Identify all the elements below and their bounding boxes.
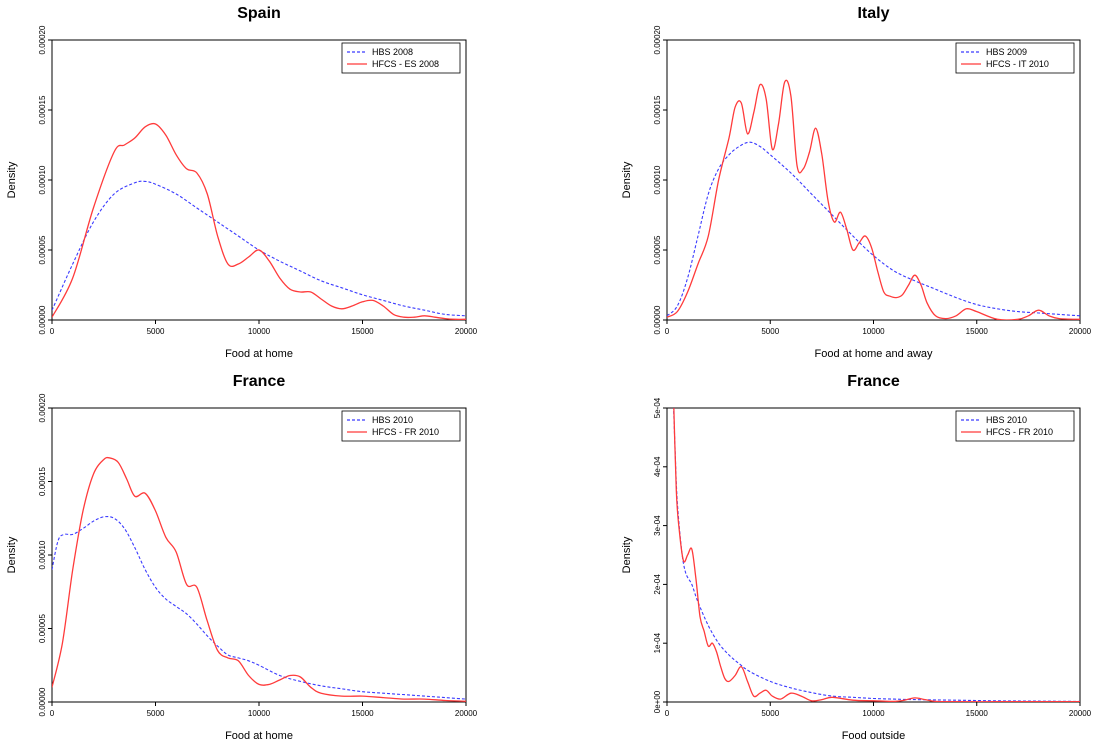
x-tick-label: 0 bbox=[50, 327, 55, 336]
plot-frame bbox=[666, 407, 1081, 703]
series-line-2 bbox=[52, 122, 466, 320]
series-line-2 bbox=[673, 408, 1080, 702]
chart-title: France bbox=[847, 373, 900, 390]
y-tick-label: 0.00015 bbox=[38, 466, 47, 495]
x-axis-label: Food at home and away bbox=[814, 348, 933, 360]
chart-title: France bbox=[233, 373, 286, 390]
x-tick-label: 10000 bbox=[248, 327, 271, 336]
chart-panel-1: Spain 0 5000 10000 15000 20000 0.00000 0.00005 0… bbox=[6, 5, 478, 360]
y-tick-label: 0.00000 bbox=[653, 305, 662, 334]
chart-panel-2: Italy 0 5000 10000 15000 20000 0.00000 0.00005 0… bbox=[621, 5, 1092, 360]
legend: HBS 2010 HFCS - FR 2010 bbox=[955, 410, 1075, 442]
x-tick-label: 20000 bbox=[455, 327, 478, 336]
x-tick-label: 15000 bbox=[966, 709, 989, 718]
y-tick-label: 0.00005 bbox=[38, 613, 47, 642]
chart-panel-3: France 0 5000 10000 15000 20000 0.00000 0.00005… bbox=[6, 373, 478, 742]
x-tick-label: 5000 bbox=[147, 709, 165, 718]
y-axis-label: Density bbox=[6, 536, 18, 573]
x-tick-label: 15000 bbox=[351, 709, 374, 718]
y-tick-label: 0.00015 bbox=[38, 95, 47, 124]
x-tick-label: 20000 bbox=[1069, 327, 1092, 336]
y-tick-label: 0.00020 bbox=[38, 393, 47, 422]
y-tick-label: 0.00000 bbox=[38, 305, 47, 334]
legend-label: HBS 2008 bbox=[372, 47, 413, 57]
legend-label: HFCS - FR 2010 bbox=[986, 427, 1053, 437]
legend-label: HBS 2010 bbox=[372, 415, 413, 425]
legend-label: HFCS - IT 2010 bbox=[986, 59, 1049, 69]
legend: HBS 2008 HFCS - ES 2008 bbox=[341, 42, 461, 74]
x-tick-label: 5000 bbox=[147, 327, 165, 336]
legend-label: HFCS - ES 2008 bbox=[372, 59, 439, 69]
x-tick-label: 5000 bbox=[761, 709, 779, 718]
chart-title: Spain bbox=[237, 5, 281, 22]
x-tick-label: 15000 bbox=[966, 327, 989, 336]
x-tick-label: 20000 bbox=[1069, 709, 1092, 718]
y-tick-label: 2e-04 bbox=[653, 574, 662, 595]
x-tick-label: 0 bbox=[665, 327, 670, 336]
y-tick-label: 0.00020 bbox=[38, 25, 47, 54]
x-tick-label: 5000 bbox=[761, 327, 779, 336]
y-axis-label: Density bbox=[621, 536, 633, 573]
x-tick-label: 0 bbox=[50, 709, 55, 718]
legend-box bbox=[341, 410, 461, 442]
y-tick-label: 0.00005 bbox=[38, 235, 47, 264]
series-line-1 bbox=[52, 515, 466, 700]
series-line-2 bbox=[667, 79, 1080, 320]
legend: HBS 2010 HFCS - FR 2010 bbox=[341, 410, 461, 442]
x-tick-label: 10000 bbox=[862, 709, 885, 718]
plot-frame bbox=[666, 39, 1081, 321]
y-axis-label: Density bbox=[621, 161, 633, 198]
y-tick-label: 0.00020 bbox=[653, 25, 662, 54]
chart-title: Italy bbox=[857, 5, 889, 22]
legend: HBS 2009 HFCS - IT 2010 bbox=[955, 42, 1075, 74]
x-axis-label: Food at home bbox=[225, 348, 293, 360]
x-tick-label: 15000 bbox=[351, 327, 374, 336]
legend-label: HBS 2010 bbox=[986, 415, 1027, 425]
y-tick-label: 0.00010 bbox=[38, 165, 47, 194]
plot-frame bbox=[51, 39, 467, 321]
y-tick-label: 1e-04 bbox=[653, 632, 662, 653]
chart-panel-4: France 0 5000 10000 15000 20000 0e+00 1e-04 2e-0… bbox=[621, 373, 1092, 742]
y-tick-label: 3e-04 bbox=[653, 515, 662, 536]
y-tick-label: 0.00005 bbox=[653, 235, 662, 264]
legend-label: HFCS - FR 2010 bbox=[372, 427, 439, 437]
x-tick-label: 10000 bbox=[248, 709, 271, 718]
x-axis-label: Food outside bbox=[842, 730, 906, 742]
y-tick-label: 0.00015 bbox=[653, 95, 662, 124]
y-tick-label: 0.00000 bbox=[38, 687, 47, 716]
legend-box bbox=[955, 410, 1075, 442]
legend-box bbox=[955, 42, 1075, 74]
y-tick-label: 0.00010 bbox=[38, 540, 47, 569]
y-tick-label: 4e-04 bbox=[653, 456, 662, 477]
series-line-1 bbox=[52, 180, 466, 317]
y-tick-label: 0e+00 bbox=[653, 690, 662, 713]
x-tick-label: 20000 bbox=[455, 709, 478, 718]
x-tick-label: 10000 bbox=[862, 327, 885, 336]
x-axis-label: Food at home bbox=[225, 730, 293, 742]
legend-label: HBS 2009 bbox=[986, 47, 1027, 57]
plot-frame bbox=[51, 407, 467, 703]
legend-box bbox=[341, 42, 461, 74]
y-tick-label: 5e-04 bbox=[653, 397, 662, 418]
series-line-1 bbox=[673, 408, 1080, 702]
y-tick-label: 0.00010 bbox=[653, 165, 662, 194]
y-axis-label: Density bbox=[6, 161, 18, 198]
series-line-1 bbox=[667, 141, 1080, 317]
series-line-2 bbox=[52, 456, 466, 702]
x-tick-label: 0 bbox=[665, 709, 670, 718]
